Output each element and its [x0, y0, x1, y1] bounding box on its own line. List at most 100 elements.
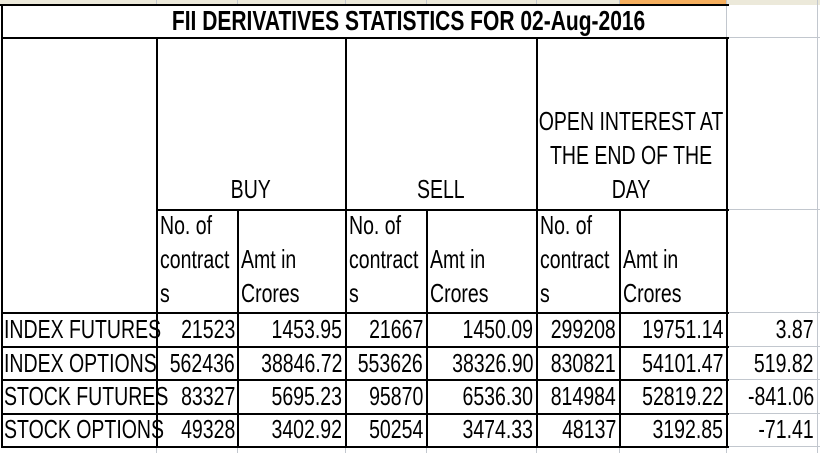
row-label[interactable]: INDEX OPTIONS	[4, 348, 157, 379]
cell-text: 6536.30	[462, 381, 533, 412]
partial-row-strip	[0, 0, 820, 5]
cell-text: 48137	[561, 414, 616, 445]
cell-oi-amount[interactable]: 19751.14	[622, 314, 723, 346]
cell-buy-amount[interactable]: 5695.23	[240, 381, 342, 413]
col-group-open-interest-label: OPEN INTEREST AT THE END OF THE DAY	[539, 106, 724, 204]
gridline	[237, 0, 238, 5]
table-border	[1, 4, 3, 448]
subheader-oi-contracts[interactable]: No. of contract s	[540, 210, 617, 311]
table-title-cell[interactable]: FII DERIVATIVES STATISTICS FOR 02-Aug-20…	[2, 5, 816, 36]
cell-text: 3474.33	[462, 414, 533, 445]
cell-text: 1453.95	[271, 314, 342, 345]
cell-sell-contracts[interactable]: 553626	[348, 348, 423, 379]
gridline	[156, 0, 157, 5]
cell-buy-contracts[interactable]: 21523	[159, 314, 235, 346]
table-border	[156, 209, 729, 211]
cell-text: 562436	[169, 347, 235, 378]
cell-buy-amount[interactable]: 38846.72	[240, 348, 342, 379]
gridline	[729, 37, 820, 38]
cell-sell-contracts[interactable]: 95870	[348, 381, 423, 413]
cell-text: 38326.90	[451, 347, 533, 378]
gridline	[729, 446, 820, 447]
cell-oi-contracts[interactable]: 814984	[539, 381, 616, 413]
subheader-oi-amount[interactable]: Amt in Crores	[623, 212, 724, 311]
cell-sell-amount[interactable]: 6536.30	[429, 381, 533, 413]
cell-oi-amount[interactable]: 3192.85	[622, 414, 723, 445]
table-border	[426, 209, 428, 448]
subheader-buy-contracts[interactable]: No. of contract s	[160, 210, 235, 311]
cell-sell-amount[interactable]: 3474.33	[429, 414, 533, 445]
cell-sell-amount[interactable]: 1450.09	[429, 314, 533, 346]
row-label[interactable]: STOCK OPTIONS	[4, 414, 164, 445]
cell-oi-contracts[interactable]: 48137	[539, 414, 616, 445]
gridline	[536, 448, 537, 453]
gridline	[345, 448, 346, 453]
table-border	[1, 446, 729, 448]
gridline	[729, 346, 820, 347]
cell-text: 1450.09	[462, 314, 533, 345]
cell-buy-contracts[interactable]: 49328	[159, 414, 235, 445]
gridline	[619, 448, 620, 453]
gridline	[536, 0, 537, 5]
cell-oi-contracts[interactable]: 299208	[539, 314, 616, 346]
col-group-buy-label: BUY	[230, 174, 272, 204]
cell-extra[interactable]: -841.06	[729, 381, 814, 413]
cell-text: 21667	[368, 314, 423, 345]
cell-text: 95870	[368, 381, 423, 412]
table-border	[156, 37, 158, 448]
gridline	[426, 0, 427, 5]
subheader-text: Amt in Crores	[430, 244, 489, 308]
col-group-open-interest[interactable]: OPEN INTEREST AT THE END OF THE DAY	[538, 40, 725, 209]
cell-text: 83327	[180, 381, 235, 412]
cell-buy-amount[interactable]: 1453.95	[240, 314, 342, 346]
gridline	[729, 209, 820, 210]
subheader-sell-contracts[interactable]: No. of contract s	[349, 210, 424, 311]
cell-text: 38846.72	[260, 347, 342, 378]
table-border	[726, 37, 728, 448]
col-group-sell[interactable]: SELL	[347, 40, 535, 209]
gridline	[726, 448, 727, 453]
cell-text: 830821	[550, 347, 616, 378]
col-group-buy[interactable]: BUY	[158, 40, 344, 209]
col-group-sell-label: SELL	[417, 174, 465, 204]
subheader-sell-amount[interactable]: Amt in Crores	[430, 212, 534, 311]
cell-text: 19751.14	[641, 314, 723, 345]
cell-oi-amount[interactable]: 52819.22	[622, 381, 723, 413]
subheader-text: Amt in Crores	[241, 244, 300, 308]
cell-text: 299208	[550, 314, 616, 345]
cell-oi-amount[interactable]: 54101.47	[622, 348, 723, 379]
cell-text: -71.41	[758, 414, 814, 445]
cell-text: -841.06	[747, 381, 814, 412]
table-border	[536, 37, 538, 448]
gridline	[729, 312, 820, 313]
gridline	[237, 448, 238, 453]
cell-oi-contracts[interactable]: 830821	[539, 348, 616, 379]
subheader-buy-amount[interactable]: Amt in Crores	[241, 212, 343, 311]
cell-extra[interactable]: -71.41	[729, 414, 814, 445]
table-border	[237, 209, 239, 448]
cell-sell-amount[interactable]: 38326.90	[429, 348, 533, 379]
cell-text: 553626	[357, 347, 423, 378]
cell-buy-amount[interactable]: 3402.92	[240, 414, 342, 445]
cell-text: 49328	[180, 414, 235, 445]
table-border	[619, 209, 621, 448]
gridline	[729, 379, 820, 380]
cell-buy-contracts[interactable]: 562436	[159, 348, 235, 379]
cell-buy-contracts[interactable]: 83327	[159, 381, 235, 413]
cell-extra[interactable]: 519.82	[729, 348, 814, 379]
subheader-text: No. of contract s	[540, 210, 610, 308]
row-label[interactable]: STOCK FUTURES	[4, 381, 168, 413]
cell-text: 21523	[180, 314, 235, 345]
highlighted-cell[interactable]	[620, 0, 727, 5]
table-border	[1, 379, 729, 381]
subheader-text: Amt in Crores	[623, 244, 682, 308]
cell-text: 814984	[550, 381, 616, 412]
cell-extra[interactable]: 3.87	[729, 314, 814, 346]
cell-sell-contracts[interactable]: 21667	[348, 314, 423, 346]
cell-text: 54101.47	[641, 347, 723, 378]
cell-sell-contracts[interactable]: 50254	[348, 414, 423, 445]
gridline	[156, 448, 157, 453]
row-label[interactable]: INDEX FUTURES	[4, 314, 161, 346]
cell-text: 3.87	[776, 314, 814, 345]
